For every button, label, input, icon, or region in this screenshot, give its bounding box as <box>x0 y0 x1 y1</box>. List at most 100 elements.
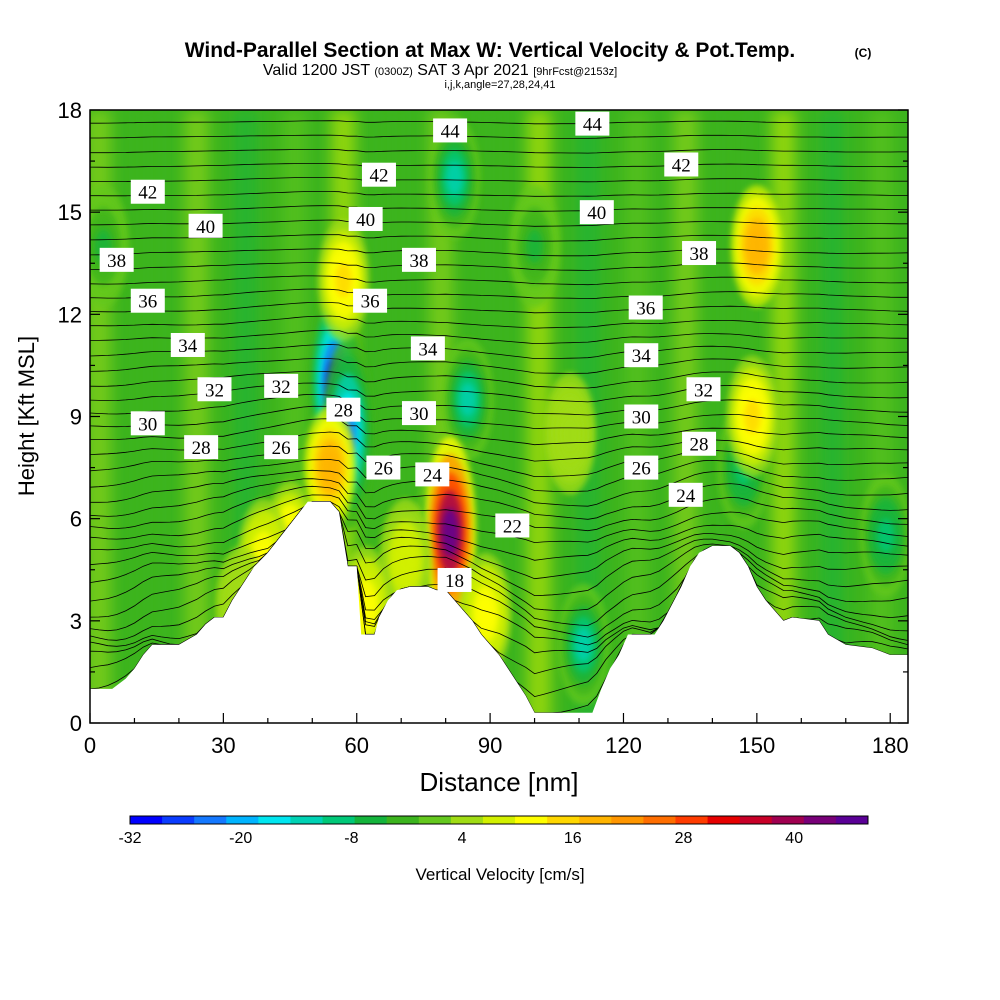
theta-label-bg <box>410 336 445 361</box>
subtitle-date: SAT 3 Apr 2021 <box>417 62 529 79</box>
theta-label-bg <box>401 401 436 426</box>
theta-label: 32 <box>264 373 299 398</box>
theta-label-bg <box>495 513 530 538</box>
theta-label-bg <box>624 343 659 368</box>
theta-label-text: 32 <box>694 380 713 401</box>
isentrope-line <box>90 405 908 430</box>
isentrope-line <box>90 120 908 125</box>
isentrope-line <box>90 288 908 300</box>
isentrope-line <box>90 262 908 271</box>
theta-label-text: 22 <box>503 516 522 537</box>
theta-label-text: 44 <box>583 115 603 136</box>
colorbar-label: Vertical Velocity [cm/s] <box>415 865 584 884</box>
theta-label-bg <box>433 118 468 143</box>
theta-label: 44 <box>575 111 610 136</box>
isentrope-line <box>90 149 908 154</box>
y-axis-label: Height [Kft MSL] <box>14 336 39 496</box>
theta-labels: 44 44 42 42 42 40 40 40 38 38 38 36 36 36 34 34 34 32 32 32… <box>99 111 721 592</box>
field-streak <box>869 110 894 723</box>
theta-label-text: 42 <box>138 183 157 204</box>
isentrope-line <box>90 501 908 654</box>
downdraft-core <box>459 382 477 417</box>
chart-subtitle: Valid 1200 JST (0300Z) SAT 3 Apr 2021 [9… <box>263 62 617 79</box>
x-tick-label: 120 <box>605 733 642 758</box>
theta-label-text: 32 <box>205 380 224 401</box>
isentrope-lines <box>90 120 908 714</box>
colorbar-swatch <box>162 816 195 824</box>
updraft-core <box>397 542 415 577</box>
theta-label: 38 <box>99 247 134 272</box>
isentrope-line <box>90 501 908 561</box>
isentrope-line <box>90 329 908 345</box>
downdraft-core <box>526 229 543 264</box>
theta-label-bg <box>682 241 717 266</box>
isentrope-line <box>90 315 908 329</box>
chart-title: Wind-Parallel Section at Max W: Vertical… <box>185 39 796 62</box>
theta-label-bg <box>361 162 396 187</box>
theta-label-bg <box>624 404 659 429</box>
x-axis-label: Distance [nm] <box>420 767 579 797</box>
plot-area <box>90 110 908 723</box>
subtitle-fcst: [9hrFcst@2153z] <box>533 66 617 78</box>
theta-label-bg <box>366 455 401 480</box>
colorbar-tick-label: -8 <box>344 830 358 847</box>
isentrope-line <box>90 501 908 626</box>
theta-label-bg <box>401 247 436 272</box>
theta-label-text: 40 <box>196 217 215 238</box>
subtitle-utc: (0300Z) <box>374 66 413 78</box>
isentrope-line <box>90 501 908 597</box>
y-tick-label: 9 <box>70 405 82 430</box>
theta-label: 24 <box>415 462 450 487</box>
colorbar-swatch <box>130 816 163 824</box>
theta-label: 26 <box>624 455 659 480</box>
colorbar-swatch <box>450 816 484 824</box>
colorbar-swatch <box>803 816 837 824</box>
theta-label-bg <box>188 213 223 238</box>
theta-label-bg <box>415 462 450 487</box>
theta-label: 40 <box>579 200 614 225</box>
theta-label: 40 <box>348 206 383 231</box>
isentrope-line <box>90 234 908 242</box>
downdraft-core <box>575 627 592 662</box>
theta-label: 42 <box>361 162 396 187</box>
x-tick-label: 150 <box>738 733 775 758</box>
colorbar-swatch <box>290 816 324 824</box>
colorbar-swatch <box>611 816 644 824</box>
x-tick-label: 0 <box>84 733 96 758</box>
subtitle-valid: Valid 1200 JST <box>263 62 371 79</box>
colorbar-frame <box>129 815 869 825</box>
theta-label-bg <box>326 397 361 422</box>
theta-label: 30 <box>401 401 436 426</box>
colorbar-tick-label: -20 <box>229 830 252 847</box>
colorbar-swatch <box>835 816 869 824</box>
colorbar-tick-label: 28 <box>675 830 693 847</box>
isentrope-line <box>90 501 908 611</box>
theta-label: 36 <box>353 288 388 313</box>
theta-label: 34 <box>410 336 445 361</box>
theta-label-text: 30 <box>632 408 651 429</box>
theta-label-bg <box>184 435 219 460</box>
copyright-mark: (C) <box>855 46 872 60</box>
isentrope-line <box>90 134 908 139</box>
updraft-core <box>561 416 579 451</box>
theta-label-text: 32 <box>272 377 291 398</box>
isentrope-line <box>90 431 908 462</box>
updraft-core <box>441 508 459 557</box>
colorbar-swatch <box>579 816 612 824</box>
theta-label-text: 38 <box>107 251 126 272</box>
colorbar-swatch <box>515 816 548 824</box>
theta-label-text: 40 <box>356 210 375 231</box>
colorbar-swatch <box>707 816 741 824</box>
theta-label-bg <box>99 247 134 272</box>
theta-label-text: 18 <box>445 571 464 592</box>
theta-label-text: 42 <box>369 166 388 187</box>
subtitle-index: i,j,k,angle=27,28,24,41 <box>444 79 555 91</box>
theta-label: 18 <box>437 567 472 592</box>
theta-label: 26 <box>366 455 401 480</box>
theta-label: 44 <box>433 118 468 143</box>
x-tick-label: 180 <box>872 733 909 758</box>
isentrope-line <box>90 478 908 520</box>
theta-label-text: 28 <box>690 435 709 456</box>
theta-label-bg <box>575 111 610 136</box>
x-tick-label: 90 <box>478 733 502 758</box>
